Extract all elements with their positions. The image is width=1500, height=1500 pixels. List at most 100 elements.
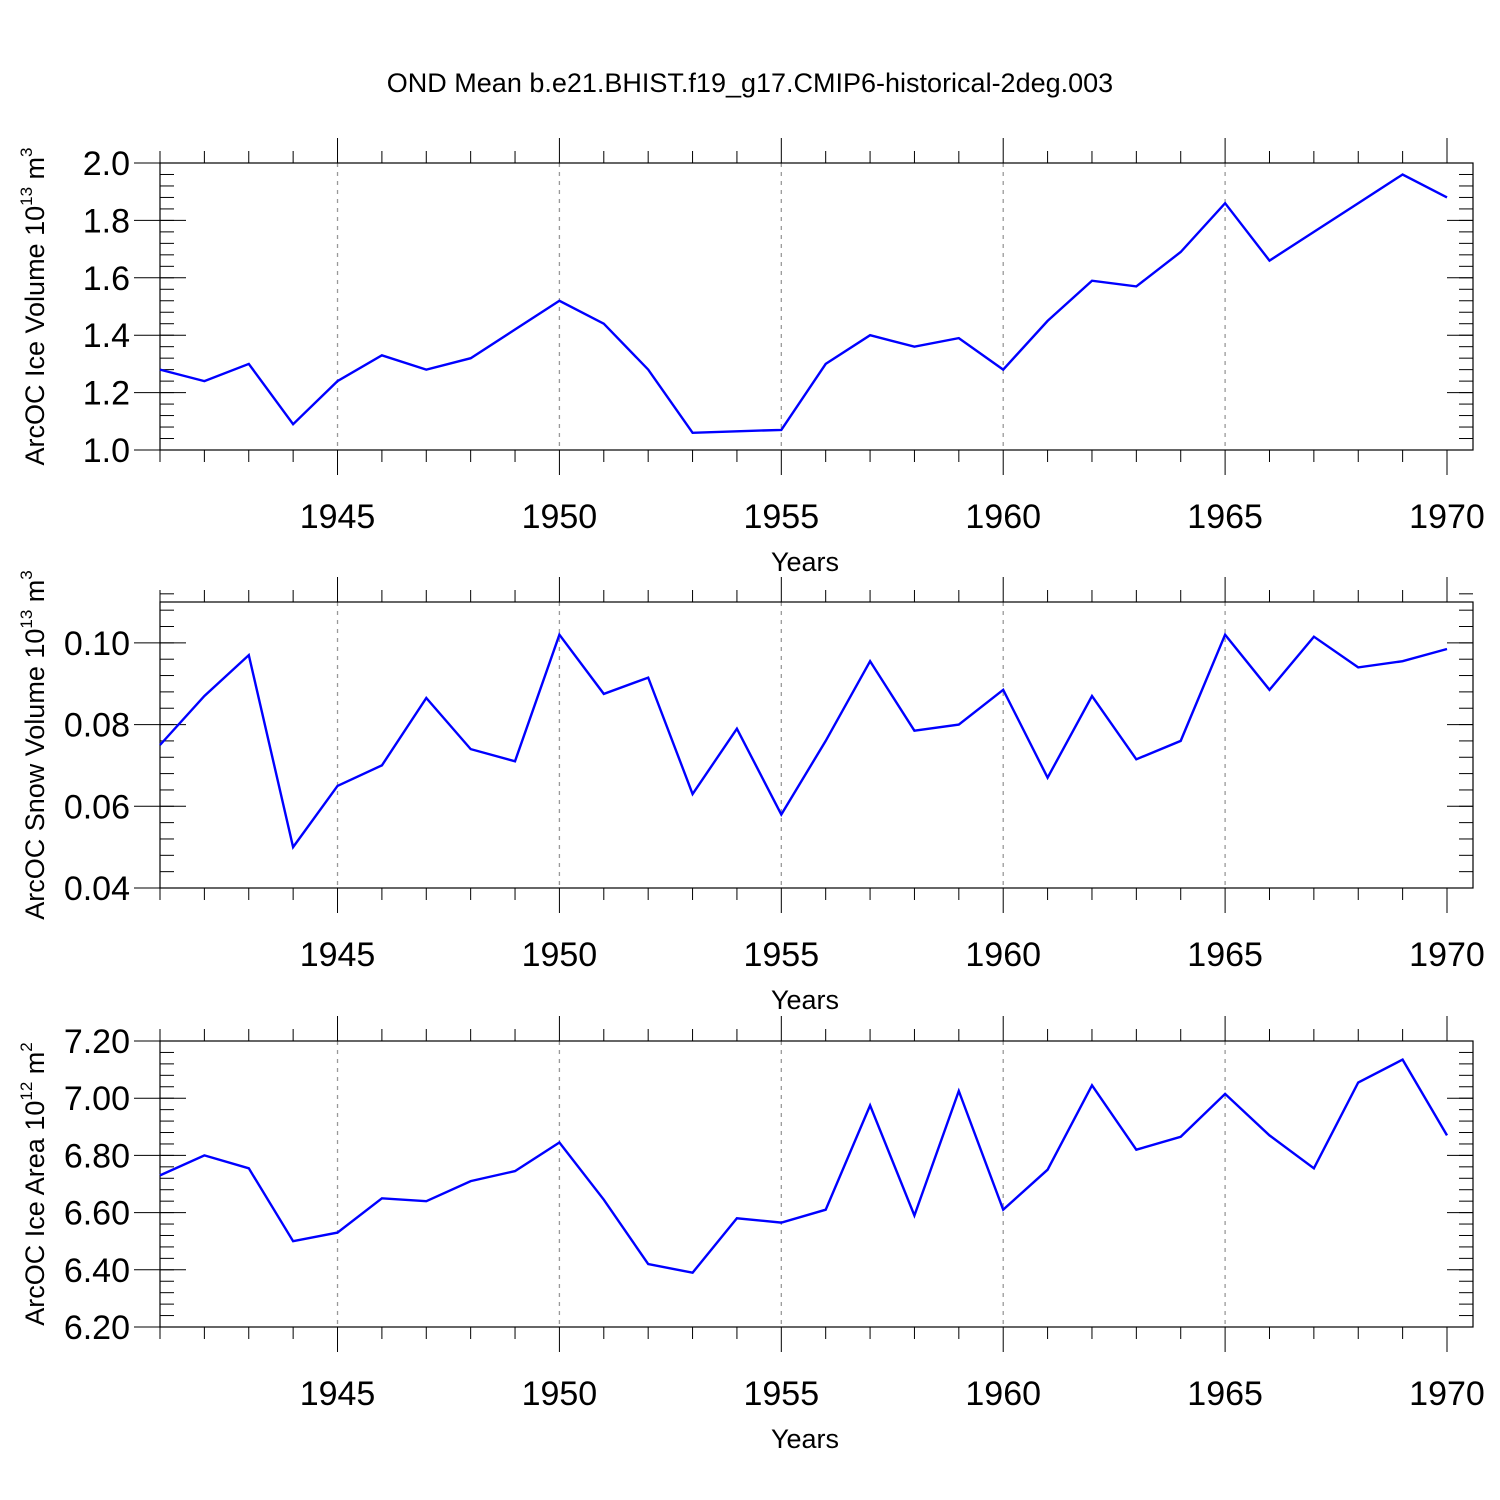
y-axis-label-unit: m [20,1052,50,1082]
y-axis-label-unit: m [20,580,50,610]
data-point [1223,1092,1227,1096]
x-tick-label: 1970 [1409,498,1485,536]
data-point [336,784,340,788]
data-point [1134,757,1138,761]
x-tick-label: 1950 [522,936,598,974]
data-point [779,812,783,816]
data-point [1445,1133,1449,1137]
y-axis-label-unit-exponent: 3 [17,570,36,579]
y-axis-label: ArcOC Ice Area 1012 m2 [17,1042,50,1326]
data-point [557,1141,561,1145]
data-point [1267,259,1271,263]
data-point [513,327,517,331]
x-tick-label: 1945 [300,1375,376,1413]
data-point [602,322,606,326]
plot-frame [159,1040,1474,1328]
y-tick-label: 0.08 [64,707,130,745]
data-point [1267,1133,1271,1137]
y-tick-label: 7.20 [64,1023,130,1061]
data-point [735,1216,739,1220]
data-point [291,1239,295,1243]
y-axis-label-exponent: 12 [17,1082,36,1101]
data-point [380,763,384,767]
data-point [336,379,340,383]
y-tick-label: 1.6 [83,260,130,298]
data-point [912,729,916,733]
data-point [1090,1083,1094,1087]
y-axis-label-unit: m [20,157,50,187]
y-axis-label-unit-exponent: 2 [17,1042,36,1051]
data-point [247,362,251,366]
data-point [469,1179,473,1183]
data-point [1046,1168,1050,1172]
data-point [380,1196,384,1200]
data-point [1356,201,1360,205]
y-axis-label-text: ArcOC Snow Volume 10 [20,629,50,920]
data-series-line [159,173,1448,435]
chart-panel-1: 1945 1950 1955 1960 1965 1970 Years 1.0 1.2 1.4 1.… [17,138,1485,577]
x-tick-label: 1965 [1187,498,1263,536]
x-tick-label: 1960 [965,936,1041,974]
data-point [557,299,561,303]
data-point [1001,1208,1005,1212]
x-tick-label: 1960 [965,1375,1041,1413]
data-point [424,696,428,700]
data-point [1001,688,1005,692]
data-point [424,368,428,372]
data-point [779,428,783,432]
data-series-line [159,632,1448,850]
data-point [380,353,384,357]
data-point [1046,319,1050,323]
x-tick-label: 1965 [1187,1375,1263,1413]
data-point [1179,1135,1183,1139]
y-tick-label: 2.0 [83,145,130,183]
x-tick-label: 1960 [965,498,1041,536]
data-point [735,429,739,433]
x-axis-label: Years [771,985,839,1015]
data-series-line [159,1058,1449,1275]
data-point [291,422,295,426]
data-point [1179,739,1183,743]
data-point [602,1198,606,1202]
y-tick-label: 1.4 [83,317,130,355]
y-tick-label: 1.0 [83,432,130,470]
plot-frame [159,162,1474,451]
data-point [1001,368,1005,372]
y-axis-label: ArcOC Snow Volume 1013 m3 [17,570,50,920]
data-point [691,792,695,796]
data-point [1356,665,1360,669]
data-point [1312,1166,1316,1170]
data-point [824,362,828,366]
data-point [469,356,473,360]
x-axis-label: Years [771,547,839,577]
y-tick-label: 6.20 [64,1309,130,1347]
data-point [1356,1080,1360,1084]
data-point [1401,1058,1405,1062]
data-point [779,1221,783,1225]
data-point [158,743,162,747]
figure-title: OND Mean b.e21.BHIST.f19_g17.CMIP6-histo… [386,68,1114,98]
data-point [1223,633,1227,637]
data-point [868,659,872,663]
data-point [291,845,295,849]
data-point [158,368,162,372]
data-point [957,1089,961,1093]
y-tick-label: 6.60 [64,1195,130,1233]
x-tick-label: 1950 [522,498,598,536]
y-tick-label: 1.2 [83,375,130,413]
data-point [1401,659,1405,663]
x-tick-label: 1970 [1409,936,1485,974]
data-point [602,692,606,696]
data-point [735,727,739,731]
data-point [1445,647,1449,651]
data-point [336,1231,340,1235]
data-point [691,1271,695,1275]
data-point [202,379,206,383]
x-tick-label: 1950 [522,1375,598,1413]
data-point [646,676,650,680]
data-point [469,747,473,751]
x-tick-label: 1965 [1187,936,1263,974]
x-tick-label: 1955 [743,936,819,974]
data-point [1134,1148,1138,1152]
